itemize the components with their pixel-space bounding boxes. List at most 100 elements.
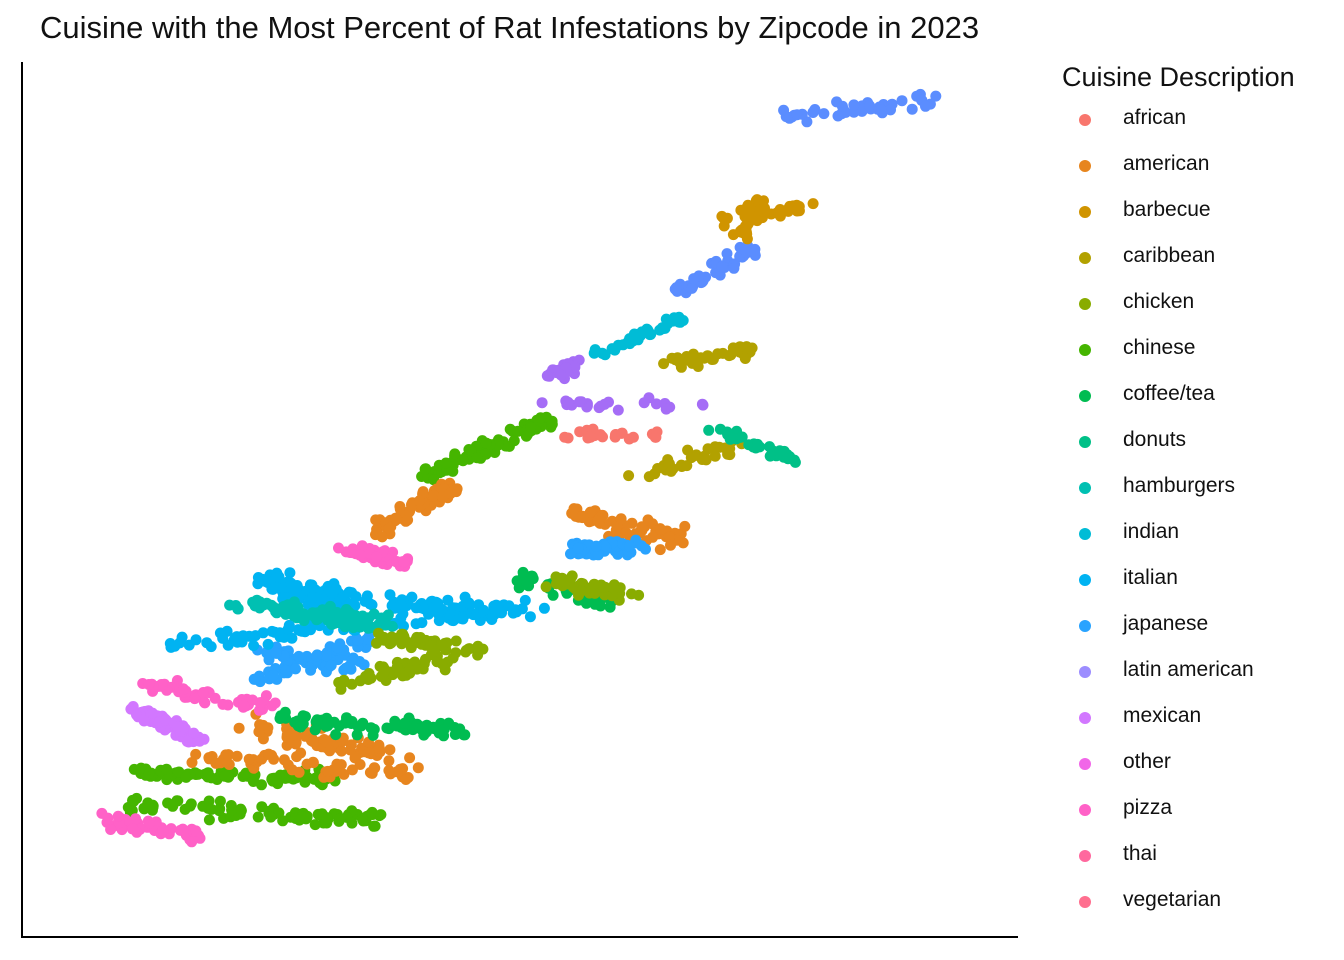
data-point xyxy=(346,655,358,667)
data-point xyxy=(143,679,155,690)
data-point xyxy=(472,649,484,661)
data-point xyxy=(252,811,264,823)
data-point xyxy=(219,770,231,782)
data-point xyxy=(320,720,332,732)
data-point xyxy=(700,454,712,466)
data-point xyxy=(382,609,394,621)
data-point xyxy=(655,524,667,535)
data-point xyxy=(524,611,536,623)
data-point xyxy=(366,806,378,818)
data-point xyxy=(665,539,676,551)
legend-dot xyxy=(1079,850,1091,862)
data-point xyxy=(127,823,139,835)
data-point xyxy=(322,765,334,777)
legend-label: barbecue xyxy=(1123,198,1211,221)
data-point xyxy=(688,273,700,285)
data-point xyxy=(329,607,341,619)
data-point xyxy=(346,817,358,829)
data-point xyxy=(457,613,469,625)
legend-dot xyxy=(1079,114,1091,126)
data-point xyxy=(716,261,728,273)
legend-item: other xyxy=(1062,747,1295,793)
data-point xyxy=(818,108,830,120)
legend-label: pizza xyxy=(1123,796,1173,819)
data-point xyxy=(721,212,733,224)
legend-dot xyxy=(1079,298,1091,310)
data-point xyxy=(221,757,233,769)
data-point xyxy=(627,431,639,443)
data-point xyxy=(402,514,414,526)
data-point xyxy=(480,437,492,449)
legend-item: vegetarian xyxy=(1062,885,1295,931)
data-point xyxy=(338,674,350,686)
legend-label: latin american xyxy=(1123,658,1254,681)
data-point xyxy=(728,262,740,274)
data-point xyxy=(896,95,908,107)
data-point xyxy=(383,755,395,767)
legend-dot xyxy=(1079,758,1091,770)
data-point xyxy=(257,719,269,731)
data-point xyxy=(585,431,597,443)
data-point xyxy=(265,811,277,823)
data-point xyxy=(428,490,440,502)
data-point xyxy=(354,621,366,633)
data-point xyxy=(437,491,449,503)
legend-item: japanese xyxy=(1062,609,1295,655)
data-point xyxy=(442,594,454,606)
data-point xyxy=(692,361,704,372)
data-point xyxy=(404,752,416,764)
data-point xyxy=(391,661,403,673)
data-point xyxy=(450,635,462,647)
data-point xyxy=(463,597,475,609)
data-point xyxy=(425,649,437,661)
data-point xyxy=(365,722,377,734)
data-point xyxy=(360,642,372,653)
data-point xyxy=(665,465,677,477)
data-point xyxy=(623,470,635,482)
data-point xyxy=(291,751,303,763)
data-points xyxy=(96,88,942,848)
legend-item: coffee/tea xyxy=(1062,379,1295,425)
data-point xyxy=(740,222,752,234)
data-point xyxy=(807,106,819,118)
data-point xyxy=(178,683,190,695)
data-point xyxy=(326,588,338,600)
data-point xyxy=(256,801,268,813)
data-point xyxy=(105,824,117,835)
data-point xyxy=(273,807,285,819)
data-point xyxy=(231,750,243,762)
legend-dot xyxy=(1079,666,1091,678)
data-point xyxy=(414,632,426,643)
data-point xyxy=(390,719,402,731)
data-point xyxy=(620,527,632,538)
data-point xyxy=(624,540,635,552)
data-point xyxy=(679,520,691,532)
data-point xyxy=(361,634,372,645)
data-point xyxy=(378,666,390,678)
data-point xyxy=(238,699,250,711)
data-point xyxy=(575,585,587,597)
data-point xyxy=(361,590,373,602)
data-point xyxy=(267,669,279,681)
legend-item: hamburgers xyxy=(1062,471,1295,517)
data-point xyxy=(373,627,384,639)
data-point xyxy=(525,421,537,433)
data-point xyxy=(310,609,322,621)
data-point xyxy=(300,711,311,723)
data-point xyxy=(156,679,168,691)
legend-dot xyxy=(1079,344,1091,356)
data-point xyxy=(612,404,624,416)
data-point xyxy=(293,650,305,662)
data-point xyxy=(736,431,748,443)
data-point xyxy=(390,514,402,525)
data-point xyxy=(307,736,319,748)
data-point xyxy=(131,709,142,721)
legend-items: african american barbecue caribbean chicken c… xyxy=(1062,103,1295,931)
data-point xyxy=(321,650,332,662)
data-point xyxy=(324,745,336,757)
data-point xyxy=(184,800,196,812)
data-point xyxy=(186,836,198,848)
data-point xyxy=(697,399,709,411)
data-point xyxy=(764,450,776,462)
data-point xyxy=(286,632,298,644)
